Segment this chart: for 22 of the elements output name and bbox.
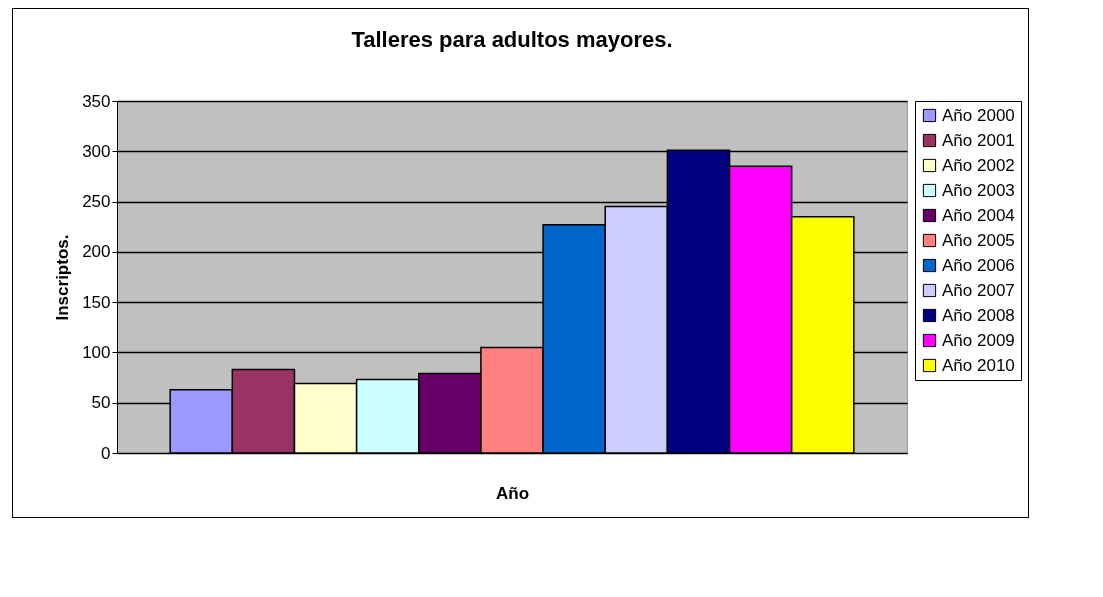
legend-label: Año 2005 <box>942 230 1015 250</box>
y-tick-label: 50 <box>91 393 111 413</box>
y-tick-label: 150 <box>82 292 111 312</box>
y-axis-title: Inscriptos. <box>53 234 73 321</box>
legend-label: Año 2001 <box>942 130 1015 150</box>
chart-title: Talleres para adultos mayores. <box>351 27 673 52</box>
x-axis-title: Año <box>495 483 530 503</box>
legend-label: Año 2004 <box>942 205 1015 225</box>
y-tick-label: 100 <box>82 342 111 362</box>
y-tick-label: 350 <box>82 91 111 111</box>
legend-label: Año 2006 <box>942 255 1015 275</box>
legend-label: Año 2009 <box>942 330 1015 350</box>
legend-label: Año 2010 <box>942 355 1015 375</box>
y-tick-label: 200 <box>82 242 111 262</box>
legend-label: Año 2008 <box>942 305 1015 325</box>
y-tick-label: 0 <box>101 443 111 463</box>
legend-label: Año 2007 <box>942 280 1015 300</box>
legend-label: Año 2002 <box>942 155 1015 175</box>
legend-label: Año 2003 <box>942 180 1015 200</box>
legend-label: Año 2000 <box>942 105 1015 125</box>
y-tick-label: 300 <box>82 141 111 161</box>
y-tick-label: 250 <box>82 192 111 212</box>
